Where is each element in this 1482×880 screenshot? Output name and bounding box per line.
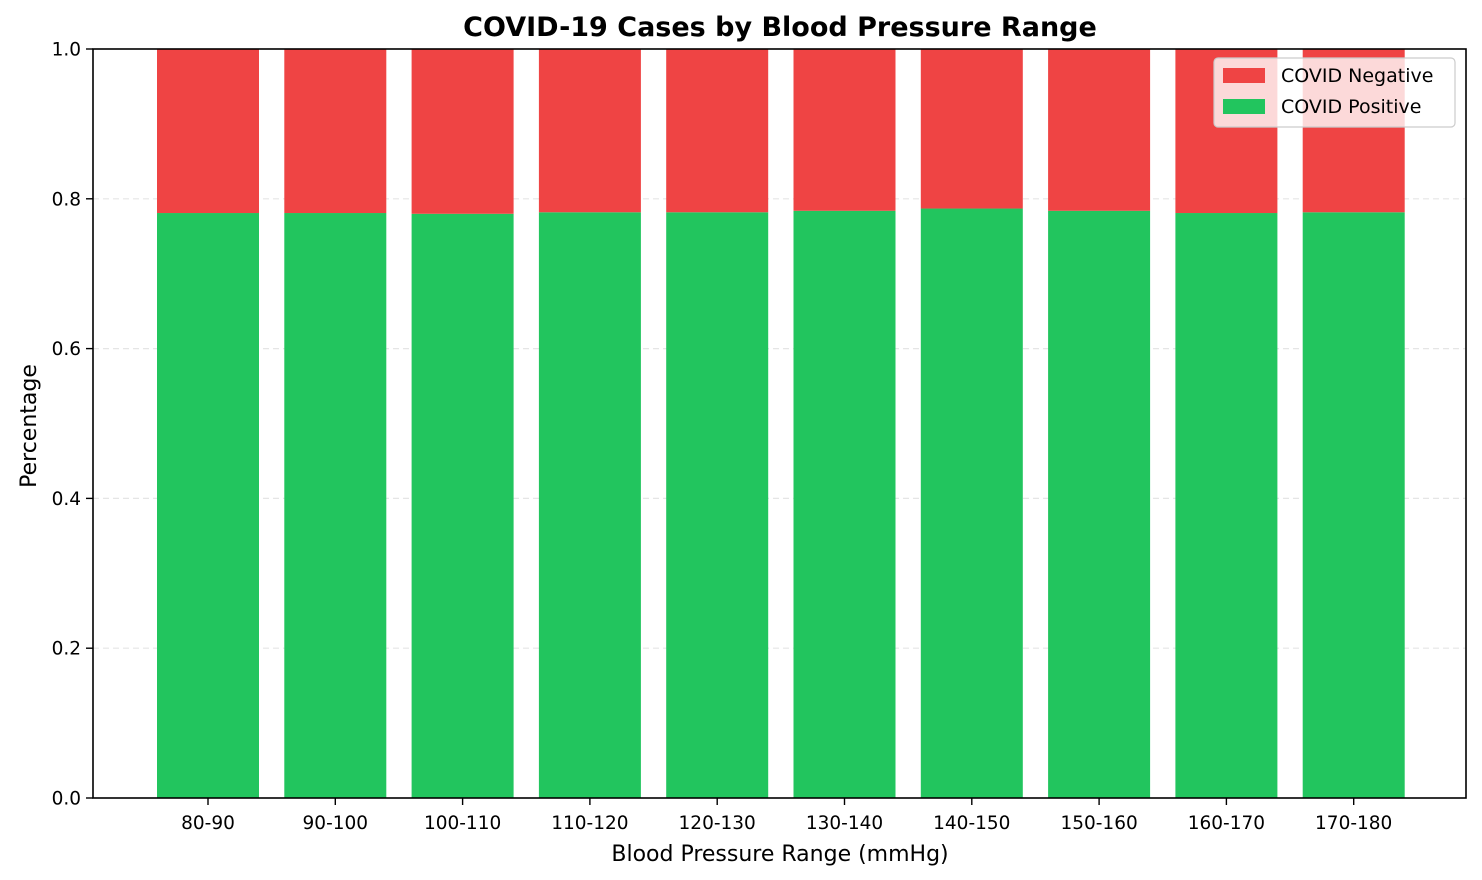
x-tick-label: 110-120: [551, 813, 628, 834]
bar-positive-130-140: [793, 210, 896, 798]
x-tick-label: 120-130: [679, 813, 756, 834]
x-axis: 80-90 90-100 100-110 110-120 120-130 130-140 1…: [181, 798, 1392, 834]
legend: COVID Negative COVID Positive: [1213, 57, 1456, 128]
y-tick-label: 0.0: [52, 789, 81, 810]
bar-positive-90-100: [284, 213, 387, 798]
bar-negative-130-140: [793, 49, 896, 211]
plot-frame: [92, 48, 1467, 799]
y-tick-label: 0.6: [52, 339, 81, 360]
bar-negative-80-90: [157, 49, 259, 214]
x-tick-label: 140-150: [933, 813, 1010, 834]
y-axis-label: Percentage: [17, 364, 42, 488]
bar-negative-110-120: [538, 49, 641, 213]
x-tick-label: 100-110: [424, 813, 501, 834]
bar-positive-160-170: [1175, 213, 1278, 798]
x-axis-label: Blood Pressure Range (mmHg): [611, 842, 948, 867]
bar-negative-120-130: [666, 49, 769, 213]
bar-positive-100-110: [411, 213, 514, 798]
legend-swatch: [1223, 68, 1265, 83]
bar-positive-150-160: [1048, 210, 1151, 798]
y-tick-label: 0.8: [52, 189, 81, 210]
x-tick-label: 130-140: [806, 813, 883, 834]
chart-title: COVID-19 Cases by Blood Pressure Range: [463, 12, 1097, 43]
bar-negative-90-100: [284, 49, 387, 214]
x-tick-label: 80-90: [181, 813, 235, 834]
legend-label: COVID Negative: [1281, 65, 1433, 87]
x-tick-label: 90-100: [303, 813, 369, 834]
legend-label: COVID Positive: [1281, 96, 1421, 118]
x-tick-label: 160-170: [1188, 813, 1265, 834]
bars: [157, 49, 1405, 799]
legend-swatch: [1223, 99, 1265, 114]
bar-positive-140-150: [920, 208, 1023, 799]
bar-negative-140-150: [920, 49, 1023, 209]
bar-positive-170-180: [1302, 212, 1405, 799]
y-tick-label: 0.4: [52, 489, 81, 510]
legend-box: [1213, 57, 1456, 128]
y-axis: 0.0 0.2 0.4 0.6 0.8 1.0: [52, 40, 93, 810]
y-tick-label: 0.2: [52, 639, 81, 660]
bar-positive-110-120: [538, 212, 641, 799]
x-tick-label: 150-160: [1060, 813, 1137, 834]
y-tick-label: 1.0: [52, 40, 81, 61]
bar-negative-100-110: [411, 49, 514, 214]
bar-positive-80-90: [157, 213, 259, 798]
x-tick-label: 170-180: [1315, 813, 1392, 834]
bar-negative-150-160: [1048, 49, 1151, 211]
bar-positive-120-130: [666, 212, 769, 799]
